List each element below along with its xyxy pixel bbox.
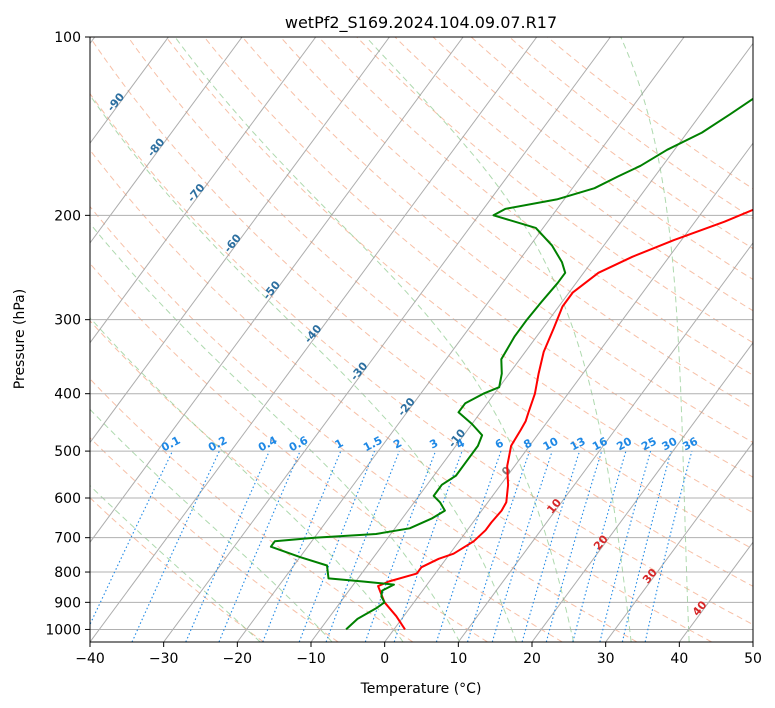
isotherm-line xyxy=(384,142,753,642)
chart-title: wetPf2_S169.2024.104.09.07.R17 xyxy=(285,13,557,33)
profile-series xyxy=(269,97,753,631)
mixing-ratio-line xyxy=(572,450,627,642)
y-axis-label: Pressure (hPa) xyxy=(12,289,28,389)
mixing-ratio-line xyxy=(364,450,437,642)
y-tick-label: 100 xyxy=(54,30,81,46)
dry-adiabat-line xyxy=(90,262,563,642)
mixing-ratio-line xyxy=(644,450,693,642)
x-tick-label: −40 xyxy=(75,651,105,667)
x-axis: −40 −30 −20 −10 0 10 20 30 40 50 xyxy=(75,642,762,667)
y-tick-label: 700 xyxy=(54,531,81,547)
isotherm-line xyxy=(163,37,611,642)
mixing-ratio-line xyxy=(545,450,603,642)
mixing-ratio-label: 30 xyxy=(660,435,680,454)
isotherm-line xyxy=(310,42,753,642)
isotherm-line xyxy=(90,37,243,244)
x-tick-label: 50 xyxy=(744,651,762,667)
dry-adiabat-line xyxy=(90,378,414,642)
dry-adiabat-line xyxy=(90,149,712,642)
mixing-ratio-label: 25 xyxy=(639,435,659,454)
mixing-ratio-label: 36 xyxy=(680,435,700,454)
pressure-gridlines xyxy=(90,37,753,630)
moist-adiabat-line xyxy=(365,37,632,642)
x-tick-label: 20 xyxy=(523,651,541,667)
dry-adiabats xyxy=(90,37,753,642)
mixing-ratio-line xyxy=(466,450,531,642)
dry-adiabat-line xyxy=(241,37,753,444)
y-tick-label: 600 xyxy=(54,491,81,507)
isotherm-line xyxy=(90,37,464,544)
y-tick-label: 1000 xyxy=(45,622,81,638)
moist-adiabat-line xyxy=(90,408,333,642)
temperature-profile-line xyxy=(377,208,753,630)
y-tick-label: 800 xyxy=(54,565,81,581)
x-axis-label: Temperature (°C) xyxy=(360,681,482,697)
moist-adiabat-line xyxy=(620,37,690,642)
mixing-ratio-line xyxy=(599,450,652,642)
dewpoint-profile-line xyxy=(269,97,753,631)
mixing-ratio-line xyxy=(298,450,376,642)
mixing-ratio-lines xyxy=(90,450,693,642)
mixing-ratio-label: 10 xyxy=(541,435,561,454)
moist-adiabat-line xyxy=(90,222,461,642)
mixing-ratio-line xyxy=(325,450,400,642)
dry-adiabat-line xyxy=(203,37,753,478)
isotherm-line xyxy=(90,37,390,444)
mixing-ratio-line xyxy=(185,450,270,642)
mixing-ratio-line xyxy=(521,450,581,642)
isotherm-line xyxy=(90,37,538,642)
x-tick-label: 10 xyxy=(449,651,467,667)
dry-adiabat-line xyxy=(90,320,488,642)
mixing-ratio-label: 16 xyxy=(590,435,610,454)
y-tick-label: 200 xyxy=(54,208,81,224)
mixing-ratio-line xyxy=(621,450,672,642)
isotherm-line xyxy=(236,37,685,642)
y-tick-label: 900 xyxy=(54,595,81,611)
dry-adiabat-line xyxy=(356,37,753,344)
mixing-ratio-line xyxy=(435,450,502,642)
x-tick-label: 30 xyxy=(597,651,615,667)
plot-frame xyxy=(89,36,754,643)
y-tick-label: 500 xyxy=(54,444,81,460)
isotherm-line xyxy=(90,37,169,145)
mixing-ratio-label: 20 xyxy=(614,435,634,454)
isotherms xyxy=(90,37,753,642)
isotherm-line xyxy=(531,341,753,642)
x-tick-label: −30 xyxy=(149,651,179,667)
y-axis: 100 200 300 400 500 600 700 800 900 1000 xyxy=(45,30,90,638)
isotherm-line xyxy=(457,242,753,642)
dry-adiabat-line xyxy=(90,37,753,587)
isotherm-line xyxy=(605,441,753,642)
x-tick-label: 0 xyxy=(380,651,389,667)
mixing-ratio-line xyxy=(491,450,553,642)
dry-adiabat-line xyxy=(90,92,753,626)
mixing-ratio-line xyxy=(262,450,342,642)
x-tick-label: 40 xyxy=(670,651,688,667)
mixing-ratio-label: 13 xyxy=(568,435,588,454)
dry-adiabat-line xyxy=(165,37,753,514)
y-tick-label: 300 xyxy=(54,313,81,329)
moist-adiabat-line xyxy=(174,37,575,642)
dry-adiabat-line xyxy=(127,37,753,550)
x-tick-label: −20 xyxy=(223,651,253,667)
mixing-ratio-line xyxy=(393,450,463,642)
isotherm-line xyxy=(90,37,317,344)
moist-adiabat-line xyxy=(90,484,261,642)
dry-adiabat-line xyxy=(90,205,638,642)
dry-adiabat-line xyxy=(394,37,753,312)
mixing-ratio-line xyxy=(218,450,301,642)
moist-adiabat-line xyxy=(90,316,404,642)
y-tick-label: 400 xyxy=(54,387,81,403)
x-tick-label: −10 xyxy=(296,651,326,667)
